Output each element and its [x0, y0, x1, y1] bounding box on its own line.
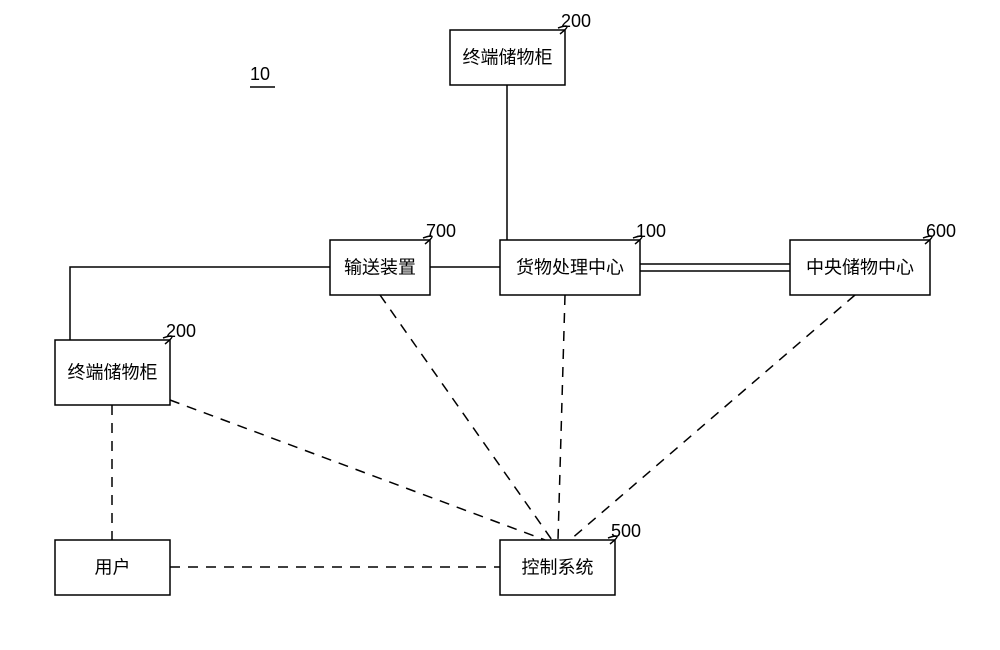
edge-n100-n500: [558, 295, 565, 540]
node-n700: 输送装置 700: [330, 221, 456, 295]
ref-label: 200: [166, 321, 196, 341]
ref-label: 200: [561, 11, 591, 31]
figure-label: 10: [250, 64, 275, 87]
edge-n200b-n700: [70, 267, 330, 340]
figure-number: 10: [250, 64, 270, 84]
node-label: 用户: [95, 557, 131, 577]
node-n600: 中央储物中心 600: [790, 221, 956, 295]
ref-label: 700: [426, 221, 456, 241]
node-label: 货物处理中心: [516, 257, 624, 277]
edge-n700-n500: [380, 295, 552, 540]
node-n200a: 终端储物柜 200: [450, 11, 591, 85]
node-label: 中央储物中心: [806, 257, 914, 277]
node-label: 控制系统: [522, 557, 594, 577]
ref-label: 500: [611, 521, 641, 541]
node-label: 终端储物柜: [68, 362, 158, 382]
system-diagram: 终端储物柜 200 输送装置 700 货物处理中心 100 中央储物中心 600 终端储物柜 20…: [0, 0, 1000, 650]
node-n200b: 终端储物柜 200: [55, 321, 196, 405]
node-nuser: 用户: [55, 540, 170, 595]
node-label: 终端储物柜: [463, 47, 553, 67]
node-n100: 货物处理中心 100: [500, 221, 666, 295]
ref-label: 600: [926, 221, 956, 241]
edge-n200b-n500: [170, 400, 545, 540]
node-n500: 控制系统 500: [500, 521, 641, 595]
node-label: 输送装置: [344, 257, 416, 277]
ref-label: 100: [636, 221, 666, 241]
edge-n100-n600: [640, 264, 790, 271]
nodes-layer: 终端储物柜 200 输送装置 700 货物处理中心 100 中央储物中心 600 终端储物柜 20…: [55, 11, 956, 595]
edge-n600-n500: [570, 295, 855, 540]
